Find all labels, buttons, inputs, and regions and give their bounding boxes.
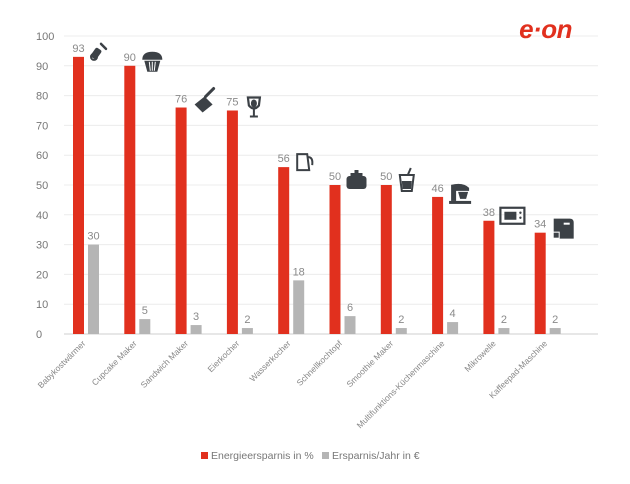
y-tick-label: 40 — [36, 210, 48, 222]
coffee-machine-icon — [553, 218, 574, 239]
bar-energy-savings — [73, 56, 84, 335]
data-label: 2 — [552, 314, 558, 326]
bar-yearly-savings — [190, 325, 202, 334]
kettle-icon — [296, 153, 314, 172]
category-label: Wasserkocher — [247, 338, 292, 383]
legend-label: Energieersparnis in % — [211, 450, 314, 462]
data-label: 2 — [501, 314, 507, 326]
data-label: 50 — [329, 171, 341, 183]
data-label: 50 — [380, 171, 392, 183]
y-tick-label: 20 — [36, 269, 48, 281]
category-label: Smoothie Maker — [344, 338, 395, 389]
y-tick-label: 10 — [36, 299, 48, 311]
category-label: Babykostwärmer — [36, 338, 88, 390]
category-label: Mikrowelle — [462, 338, 498, 374]
bar-yearly-savings — [293, 280, 305, 334]
category-label: Sandwich Maker — [139, 338, 191, 390]
data-label: 75 — [226, 97, 238, 109]
data-label: 6 — [347, 302, 353, 314]
legend-swatch — [322, 452, 329, 459]
microwave-icon — [499, 206, 526, 225]
appliance-icons — [90, 42, 574, 239]
egg-cooker-icon — [246, 96, 262, 118]
bar-yearly-savings — [447, 322, 459, 334]
bar-energy-savings — [226, 110, 238, 334]
category-label: Kaffeepad-Maschine — [487, 338, 549, 400]
data-label: 34 — [534, 219, 546, 231]
legend-label: Ersparnis/Jahr in € — [332, 450, 420, 462]
y-tick-label: 70 — [36, 120, 48, 132]
legend: Energieersparnis in % Ersparnis/Jahr in € — [201, 450, 420, 462]
bar-energy-savings — [380, 185, 392, 334]
data-label: 2 — [244, 314, 250, 326]
pressure-cooker-icon — [346, 170, 367, 189]
data-label: 90 — [124, 52, 136, 64]
category-label: Multifunktions-Küchenmaschine — [355, 338, 447, 430]
data-label: 46 — [431, 183, 443, 195]
y-tick-label: 80 — [36, 91, 48, 103]
data-label: 18 — [293, 266, 305, 278]
bar-energy-savings — [432, 196, 444, 334]
bar-yearly-savings — [241, 328, 253, 334]
data-label: 30 — [87, 231, 99, 243]
bar-yearly-savings — [88, 244, 99, 334]
y-tick-label: 30 — [36, 240, 48, 252]
data-label: 5 — [142, 305, 148, 317]
baby-bottle-icon — [90, 42, 108, 61]
y-tick-label: 50 — [36, 180, 48, 192]
data-label: 93 — [72, 43, 84, 55]
bar-yearly-savings — [344, 316, 356, 334]
smoothie-glass-icon — [398, 167, 415, 192]
sandwich-maker-icon — [194, 87, 216, 113]
bar-energy-savings — [278, 167, 290, 334]
bar-yearly-savings — [498, 328, 510, 334]
legend-item: Ersparnis/Jahr in € — [322, 450, 420, 462]
y-axis: 0 10 20 30 40 50 60 70 80 90 100 — [36, 31, 54, 341]
legend-swatch — [201, 452, 208, 459]
category-label: Cupcake Maker — [90, 338, 139, 387]
bar-yearly-savings — [139, 319, 151, 334]
bar-yearly-savings — [395, 328, 407, 334]
cupcake-icon — [142, 51, 163, 72]
stand-mixer-icon — [449, 183, 472, 204]
bar-energy-savings — [329, 185, 341, 334]
data-label: 3 — [193, 311, 199, 323]
y-tick-label: 0 — [36, 329, 42, 341]
y-tick-label: 60 — [36, 150, 48, 162]
bars: 93 30 90 5 76 3 75 2 56 18 50 6 50 2 46 4 38 2 34 2 — [72, 43, 561, 335]
category-label: Schnellkochtopf — [294, 338, 344, 388]
bar-energy-savings — [534, 232, 546, 334]
bar-energy-savings — [124, 65, 136, 335]
category-label: Eierkocher — [206, 338, 242, 374]
data-label: 76 — [175, 94, 187, 106]
y-tick-label: 90 — [36, 61, 48, 73]
x-axis: Babykostwärmer Cupcake Maker Sandwich Make… — [36, 338, 550, 430]
bar-energy-savings — [483, 220, 495, 334]
eon-logo: e·on — [519, 14, 572, 44]
data-label: 38 — [483, 207, 495, 219]
bar-energy-savings — [175, 107, 187, 335]
data-label: 56 — [278, 153, 290, 165]
bar-yearly-savings — [549, 328, 561, 334]
legend-item: Energieersparnis in % — [201, 450, 314, 462]
y-tick-label: 100 — [36, 31, 54, 43]
data-label: 4 — [450, 308, 456, 320]
data-label: 2 — [398, 314, 404, 326]
